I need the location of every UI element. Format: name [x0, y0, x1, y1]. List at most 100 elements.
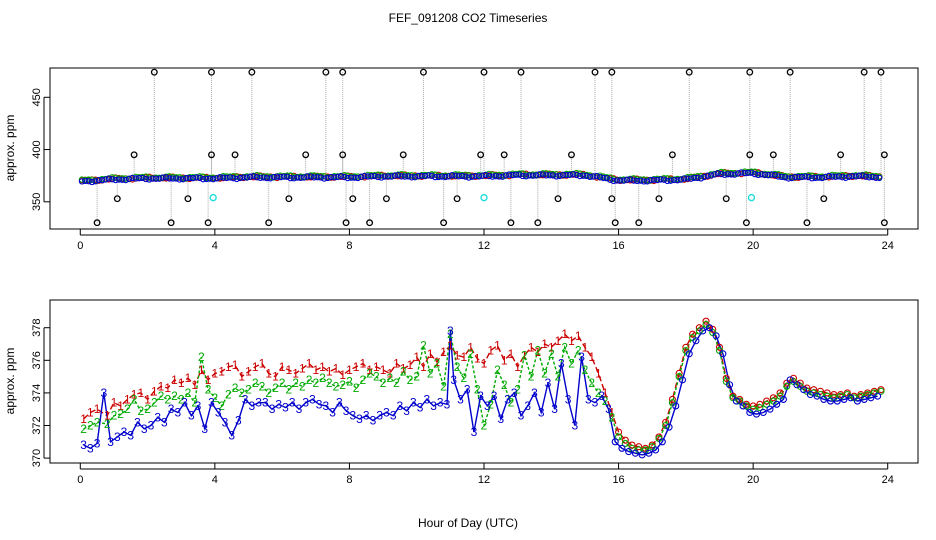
- bottom-series-3-marker: 3: [403, 404, 410, 418]
- top-trace-point: [687, 173, 695, 180]
- top-trace-point: [593, 172, 600, 180]
- top-trace-point: [300, 174, 308, 181]
- top-trace-point: [213, 175, 220, 182]
- bottom-series-3-point: [645, 449, 653, 457]
- bottom-series-3-marker: 3: [235, 414, 242, 428]
- top-trace-point: [590, 173, 597, 180]
- top-trace-point: [263, 174, 271, 182]
- top-trace-point: [489, 173, 496, 180]
- bottom-series-3-marker: 3: [491, 389, 498, 403]
- bottom-series-3-point: [806, 390, 814, 399]
- bottom-series-3-marker: 3: [464, 383, 471, 397]
- top-outlier-point: [655, 195, 663, 203]
- top-trace-point: [223, 174, 230, 182]
- top-trace-point: [455, 173, 462, 180]
- top-trace-point: [559, 171, 567, 178]
- top-trace-point: [260, 174, 267, 181]
- bottom-series-3-point: [752, 410, 761, 418]
- top-trace-point: [226, 174, 234, 181]
- bottom-series-1-point: [810, 386, 818, 394]
- bottom-series-3-point: [625, 448, 633, 456]
- top-trace-point: [411, 174, 419, 181]
- top-trace-point: [825, 172, 832, 180]
- bottom-series-1-marker: 1: [393, 357, 400, 371]
- bottom-series-1-marker: 1: [137, 386, 144, 400]
- bottom-series-3-marker: 3: [87, 441, 94, 455]
- top-trace-point: [166, 175, 173, 182]
- bottom-series-1-point: [830, 390, 838, 399]
- top-outlier-point: [204, 219, 212, 227]
- bottom-series-3-marker: 3: [538, 405, 545, 419]
- top-trace-point: [502, 172, 510, 179]
- bottom-series-1-marker: 1: [548, 340, 555, 354]
- top-trace-point: [795, 173, 802, 181]
- bottom-series-2-point: [742, 402, 750, 410]
- top-trace-point: [112, 174, 119, 182]
- top-outlier-point: [722, 195, 730, 203]
- top-outlier-point: [507, 219, 515, 227]
- top-trace-point: [472, 172, 479, 180]
- top-trace-point: [270, 173, 277, 181]
- top-trace-point: [714, 170, 721, 177]
- bottom-y-tick-label: 376: [31, 351, 43, 369]
- bottom-series-2-marker: 2: [582, 363, 589, 377]
- top-trace-point: [88, 176, 96, 183]
- top-trace-point: [822, 173, 829, 181]
- bottom-series-3-marker: 3: [558, 357, 565, 371]
- top-trace-point: [620, 177, 627, 184]
- top-trace-point: [193, 174, 200, 181]
- bottom-series-1-point: [675, 369, 683, 377]
- bottom-series-1-marker: 1: [326, 365, 333, 379]
- top-trace-point: [687, 175, 695, 182]
- bottom-series-3-marker: 3: [134, 415, 141, 429]
- bottom-series-2-marker: 2: [171, 389, 178, 403]
- top-trace-point: [768, 171, 775, 178]
- top-outlier-point: [302, 151, 310, 159]
- bottom-series-2-marker: 2: [346, 375, 353, 389]
- bottom-series-1-marker: 1: [386, 366, 393, 380]
- top-outlier-point: [860, 68, 868, 76]
- top-trace-point: [119, 176, 126, 183]
- top-trace-point: [435, 173, 442, 181]
- bottom-series-3-marker: 3: [249, 399, 256, 413]
- bottom-series-1-line: [83, 320, 882, 450]
- top-trace-point: [216, 174, 224, 181]
- top-trace-point: [307, 173, 314, 180]
- top-trace-point: [327, 173, 335, 181]
- top-outlier-point: [453, 195, 461, 203]
- bottom-series-1-marker: 1: [555, 334, 562, 348]
- top-trace-point: [829, 173, 836, 180]
- top-trace-point: [633, 177, 641, 185]
- bottom-series-2-point: [816, 390, 824, 399]
- top-trace-point: [159, 174, 166, 181]
- bottom-series-3-marker: 3: [228, 428, 235, 442]
- top-trace-point: [210, 176, 217, 183]
- top-trace-point: [432, 173, 439, 181]
- bottom-series-2-marker: 2: [151, 396, 158, 410]
- top-y-tick-label: 450: [31, 88, 43, 106]
- bottom-x-tick-label: 4: [212, 474, 218, 486]
- bottom-series-2-marker: 2: [602, 394, 609, 408]
- top-trace-point: [428, 172, 436, 179]
- bottom-series-1-marker: 1: [111, 396, 118, 410]
- top-trace-point: [88, 178, 96, 186]
- top-outlier-point: [517, 68, 525, 76]
- top-trace-point: [485, 172, 493, 180]
- top-trace-point: [815, 174, 822, 181]
- bottom-series-2-marker: 2: [528, 370, 535, 384]
- top-outlier-point: [342, 219, 350, 227]
- bottom-series-3-point: [874, 392, 882, 400]
- top-trace-point: [775, 173, 782, 180]
- top-trace-point: [294, 174, 301, 181]
- top-outlier-point: [668, 151, 676, 159]
- bottom-series-2-marker: 2: [555, 370, 562, 384]
- bottom-series-1-marker: 1: [508, 347, 515, 361]
- top-calibration-point: [747, 193, 756, 202]
- bottom-series-1-marker: 1: [534, 345, 541, 359]
- top-trace-point: [785, 175, 792, 182]
- bottom-series-2-marker: 2: [339, 378, 346, 392]
- bottom-series-2-marker: 2: [326, 376, 333, 390]
- top-trace-point: [395, 172, 402, 179]
- bottom-series-2-marker: 2: [259, 379, 266, 393]
- top-trace-point: [532, 172, 540, 179]
